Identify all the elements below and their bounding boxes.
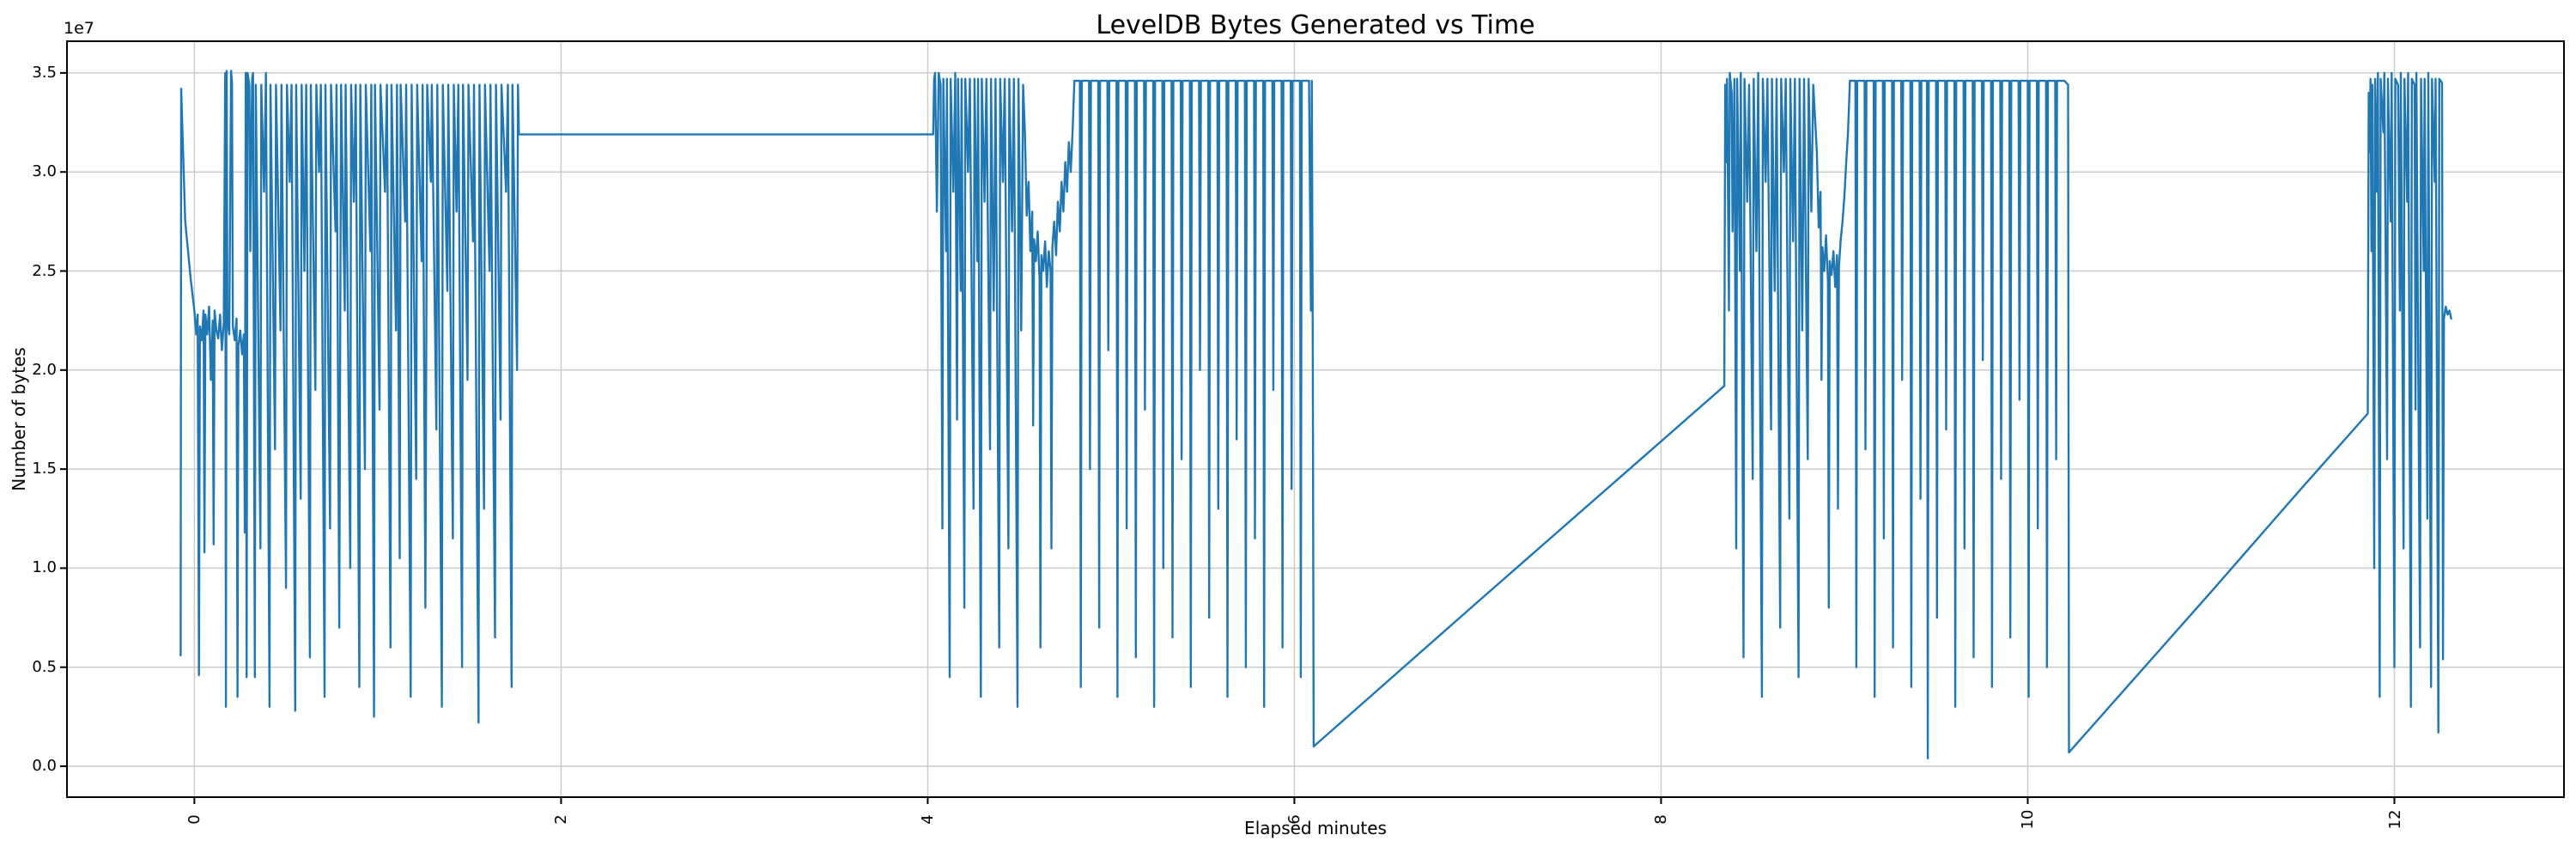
series-line xyxy=(179,70,2452,759)
x-tick-label: 4 xyxy=(918,814,937,825)
y-tick-label: 3.5 xyxy=(32,63,57,82)
axes-spines xyxy=(66,40,2565,798)
x-axis-label: Elapsed minutes xyxy=(1244,818,1387,838)
chart-title: LevelDB Bytes Generated vs Time xyxy=(1096,10,1535,40)
x-tick-label: 0 xyxy=(185,814,204,825)
y-tick-label: 2.0 xyxy=(32,360,57,379)
y-tick-label: 2.5 xyxy=(32,261,57,280)
x-tick-label: 2 xyxy=(551,814,570,825)
x-tick-label: 12 xyxy=(2385,809,2403,830)
y-tick-label: 0.5 xyxy=(32,657,57,676)
y-tick-label: 0.0 xyxy=(32,757,57,776)
x-tick-label: 6 xyxy=(1285,814,1303,825)
y-tick-label: 1.0 xyxy=(32,558,57,577)
y-axis-offset-label: 1e7 xyxy=(64,19,94,38)
x-tick-label: 8 xyxy=(1651,814,1670,825)
x-tick-label: 10 xyxy=(2018,809,2037,830)
y-tick-label: 3.0 xyxy=(32,162,57,181)
y-tick-label: 1.5 xyxy=(32,460,57,478)
